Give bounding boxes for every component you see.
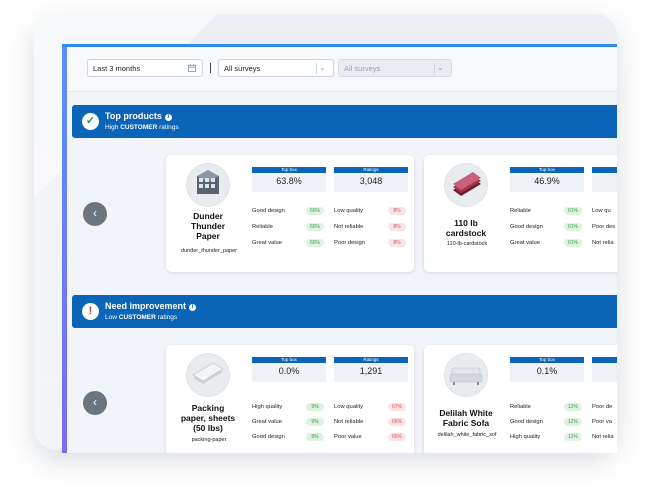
info-icon[interactable]: i	[189, 304, 197, 311]
product-card[interactable]: Dunder Thunder Paper dunder_thunder_pape…	[166, 155, 414, 272]
bad-attribute: Low quality 8%	[334, 206, 408, 216]
product-sku: 110-lb-cardstock	[446, 241, 488, 247]
section-subtitle: High CUSTOMER ratings	[105, 124, 179, 131]
ratings-metric: Ratings 3,048	[334, 167, 408, 192]
filter-divider	[210, 63, 211, 73]
product-sku: delilah_white_fabric_sof	[437, 432, 497, 438]
bad-attribute: Low qu	[592, 208, 611, 214]
good-attribute: Great value 61%	[510, 238, 584, 248]
survey-select-disabled-value: All surveys	[344, 64, 381, 73]
good-attribute: Reliable 12%	[510, 402, 584, 412]
ratings-metric	[592, 167, 617, 192]
bad-attribute: Poor des	[592, 224, 616, 230]
section-title: Top products	[105, 111, 162, 121]
ratings-metric: Ratings 1,291	[334, 357, 408, 382]
product-sku: packing-paper	[191, 437, 227, 443]
section-subtitle: Low CUSTOMER ratings	[105, 314, 178, 321]
top-box-metric: Top box 0.0%	[252, 357, 326, 382]
product-card[interactable]: Packing paper, sheets (50 lbs) packing-p…	[166, 345, 414, 453]
cardstock-icon	[444, 163, 488, 207]
product-card[interactable]: Delilah White Fabric Sofa delilah_white_…	[424, 345, 617, 453]
product-name: Delilah White Fabric Sofa	[439, 408, 493, 428]
chevron-down-icon: ⌄	[319, 63, 326, 72]
carousel-prev-button[interactable]: ‹	[83, 391, 107, 415]
good-attribute: Good design 8%	[252, 432, 326, 442]
exclamation-icon: !	[82, 303, 99, 320]
filter-bar: Last 3 months All surveys ⌄ All surveys …	[67, 47, 617, 92]
sofa-icon	[444, 353, 488, 397]
survey-select[interactable]: All surveys ⌄	[218, 59, 334, 77]
good-attribute: Reliable 65%	[252, 222, 326, 232]
bad-attribute: Poor de	[592, 404, 613, 410]
date-range-select[interactable]: Last 3 months	[87, 59, 203, 77]
survey-select-value: All surveys	[224, 64, 261, 73]
date-range-value: Last 3 months	[93, 64, 141, 73]
product-name: 110 lb cardstock	[445, 218, 487, 238]
good-attribute: Great value 65%	[252, 238, 326, 248]
top-box-metric: Top box 63.8%	[252, 167, 326, 192]
top-box-metric: Top box 46.9%	[510, 167, 584, 192]
info-icon[interactable]: i	[164, 114, 172, 121]
dashboard-app: Last 3 months All surveys ⌄ All surveys …	[62, 44, 617, 453]
product-card[interactable]: 110 lb cardstock 110-lb-cardstock Top bo…	[424, 155, 617, 272]
need-improvement-banner: ! Need improvement i Low CUSTOMER ratings	[72, 295, 617, 328]
bad-attribute: Poor design 8%	[334, 238, 408, 248]
good-attribute: Good design 12%	[510, 417, 584, 427]
bad-attribute: Low quality 67%	[334, 402, 408, 412]
bad-attribute: Poor va	[592, 419, 612, 425]
good-attribute: Good design 61%	[510, 222, 584, 232]
product-sku: dunder_thunder_paper	[181, 248, 237, 254]
check-icon: ✓	[82, 113, 99, 130]
bad-attribute: Poor value 65%	[334, 432, 408, 442]
calendar-icon	[188, 64, 196, 72]
good-attribute: Reliable 61%	[510, 206, 584, 216]
bad-attribute: Not relia	[592, 240, 614, 246]
product-name: Packing paper, sheets (50 lbs)	[180, 403, 236, 433]
ratings-metric	[592, 357, 617, 382]
bad-attribute: Not reliable 8%	[334, 222, 408, 232]
good-attribute: Good design 66%	[252, 206, 326, 216]
paper-box-icon	[186, 163, 230, 207]
top-products-banner: ✓ Top products i High CUSTOMER ratings	[72, 105, 617, 138]
good-attribute: High quality 9%	[252, 402, 326, 412]
top-box-metric: Top box 0.1%	[510, 357, 584, 382]
carousel-prev-button[interactable]: ‹	[83, 202, 107, 226]
section-title: Need improvement	[105, 301, 187, 311]
bad-attribute: Not relia	[592, 434, 614, 440]
product-name: Dunder Thunder Paper	[191, 211, 225, 241]
packing-paper-icon	[186, 353, 230, 397]
chevron-down-icon: ⌄	[437, 63, 444, 72]
bad-attribute: Not reliable 66%	[334, 417, 408, 427]
survey-select-disabled: All surveys ⌄	[338, 59, 452, 77]
chevron-left-icon: ‹	[93, 206, 97, 220]
good-attribute: Great value 9%	[252, 417, 326, 427]
good-attribute: High quality 11%	[510, 432, 584, 442]
chevron-left-icon: ‹	[93, 395, 97, 409]
